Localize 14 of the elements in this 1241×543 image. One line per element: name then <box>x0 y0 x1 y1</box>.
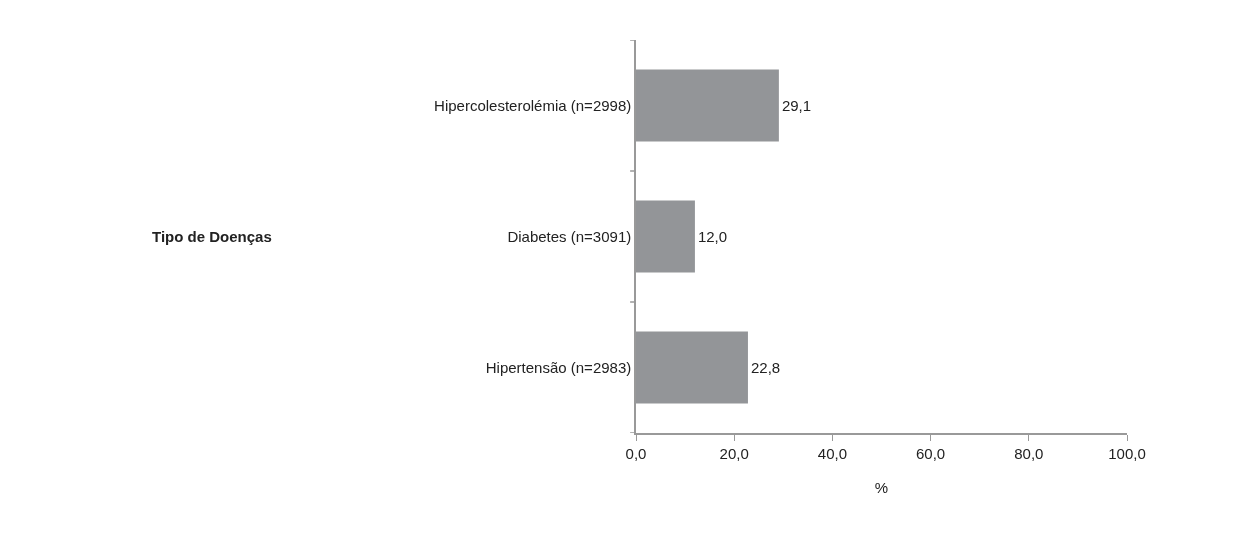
y-tick-label: Hipercolesterolémia (n=2998) <box>434 96 632 114</box>
x-tick-label: 80,0 <box>1014 444 1044 462</box>
x-tick-label: 60,0 <box>916 444 946 462</box>
text: Tipo de Doenças <box>152 228 272 245</box>
data-label: 12,0 <box>697 228 728 245</box>
x-axis-title: % <box>874 479 889 497</box>
data-label: 29,1 <box>781 97 812 114</box>
x-tick-label: 20,0 <box>719 444 749 462</box>
y-tick-label: Hipertensão (n=2983) <box>485 358 632 376</box>
x-tick-label: 40,0 <box>817 444 847 462</box>
y-tick-label: Diabetes (n=3091) <box>507 227 632 245</box>
data-label: 22,8 <box>750 359 781 377</box>
x-tick-label: 0,0 <box>625 444 647 462</box>
x-tick-label: 100,0 <box>1108 444 1146 462</box>
